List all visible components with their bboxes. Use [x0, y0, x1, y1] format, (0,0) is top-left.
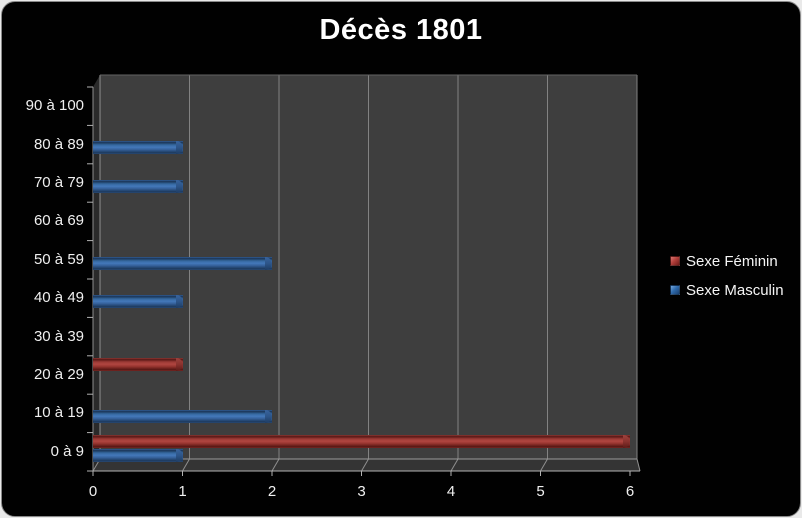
- chart-title: Décès 1801: [319, 14, 483, 46]
- bar-sexe-feminin-20-a-29[interactable]: [93, 357, 183, 371]
- y-axis-label-90-a-100: 90 à 100: [25, 97, 84, 115]
- legend-label-sexe-feminin: Sexe Féminin: [686, 252, 778, 270]
- x-axis-label-2: 2: [267, 483, 277, 500]
- legend-label-sexe-masculin: Sexe Masculin: [686, 281, 784, 299]
- x-axis-label-4: 4: [446, 483, 456, 500]
- y-axis-label-40-a-49: 40 à 49: [33, 289, 84, 307]
- y-axis-label-60-a-69: 60 à 69: [33, 212, 84, 230]
- bar-sexe-masculin-10-a-19[interactable]: [93, 410, 272, 424]
- y-axis-label-0-a-9: 0 à 9: [50, 442, 84, 460]
- x-axis-label-1: 1: [178, 483, 187, 500]
- floor-gridline: [540, 458, 548, 472]
- bar-sexe-masculin-80-a-89[interactable]: [93, 141, 183, 155]
- legend-marker-sexe-feminin: [670, 256, 680, 266]
- legend-marker-sexe-masculin: [670, 285, 680, 295]
- floor-gridline: [450, 458, 459, 472]
- x-axis-label-5: 5: [536, 483, 545, 500]
- legend-item-sexe-masculin[interactable]: Sexe Masculin: [670, 281, 784, 299]
- floor-right-edge: [636, 458, 641, 472]
- x-axis-label-6: 6: [625, 483, 635, 500]
- bar-sexe-masculin-50-a-59[interactable]: [93, 256, 272, 270]
- y-axis-label-80-a-89: 80 à 89: [33, 135, 84, 153]
- floor: [93, 459, 640, 471]
- y-axis-label-50-a-59: 50 à 59: [33, 250, 84, 268]
- y-axis-label-10-a-19: 10 à 19: [33, 404, 84, 422]
- x-axis-label-0: 0: [88, 483, 98, 500]
- floor-gridline: [361, 458, 369, 472]
- bar-sexe-masculin-70-a-79[interactable]: [93, 179, 183, 193]
- legend: Sexe Féminin Sexe Masculin: [670, 252, 784, 310]
- x-axis-label-3: 3: [357, 483, 366, 500]
- y-axis-label-30-a-39: 30 à 39: [33, 327, 84, 345]
- y-axis-label-20-a-29: 20 à 29: [33, 366, 84, 383]
- y-axis-label-70-a-79: 70 à 79: [33, 174, 84, 191]
- side-wall: [93, 75, 100, 471]
- bar-sexe-masculin-0-a-9[interactable]: [93, 448, 183, 462]
- floor-gridline: [271, 458, 280, 472]
- bar-sexe-feminin-0-a-9[interactable]: [93, 434, 630, 448]
- bar-sexe-masculin-40-a-49[interactable]: [93, 295, 183, 308]
- floor-gridline: [182, 458, 190, 472]
- legend-item-sexe-feminin[interactable]: Sexe Féminin: [670, 252, 784, 270]
